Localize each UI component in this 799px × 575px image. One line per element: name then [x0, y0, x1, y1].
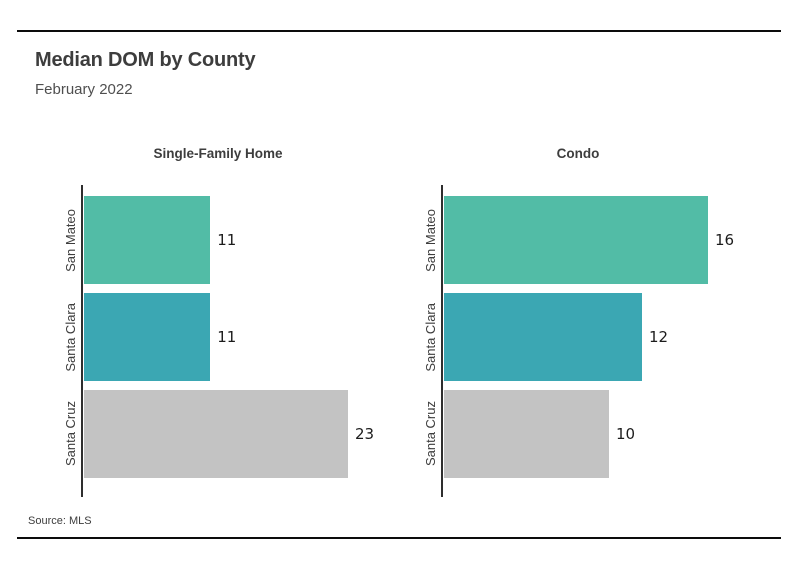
top-divider: [17, 30, 781, 32]
category-label-wrap: Santa Clara: [63, 293, 78, 381]
category-label-wrap: Santa Cruz: [423, 390, 438, 478]
value-label: 16: [715, 231, 735, 249]
chart-panel-condo: Condo San Mateo 16 Santa Clara 12 Santa Cruz 1…: [388, 146, 768, 497]
category-label: Santa Cruz: [423, 401, 438, 467]
chart-panel-single-family: Single-Family Home San Mateo 11 Santa Clara…: [28, 146, 408, 497]
category-label-wrap: San Mateo: [63, 196, 78, 284]
page-subtitle: February 2022: [35, 81, 133, 98]
bar-row: Santa Clara 12: [423, 293, 764, 381]
chart-title: Single-Family Home: [153, 146, 283, 161]
value-label: 23: [355, 425, 375, 443]
category-label: Santa Clara: [423, 302, 438, 372]
page-title: Median DOM by County: [35, 49, 256, 71]
bar: [84, 390, 348, 478]
bar: [84, 196, 211, 284]
plot-area: San Mateo 16 Santa Clara 12 Santa Cruz 10: [423, 185, 764, 497]
value-label: 12: [649, 328, 669, 346]
bar: [444, 196, 708, 284]
bar-row: San Mateo 11: [63, 196, 404, 284]
bar: [84, 293, 211, 381]
bottom-divider: [17, 537, 781, 539]
bar: [444, 293, 642, 381]
category-label: Santa Cruz: [63, 401, 78, 467]
category-label: San Mateo: [423, 208, 438, 272]
chart-title: Condo: [556, 146, 600, 161]
bar-row: Santa Cruz 23: [63, 390, 404, 478]
category-label: San Mateo: [63, 208, 78, 272]
bar-row: San Mateo 16: [423, 196, 764, 284]
bar-row: Santa Clara 11: [63, 293, 404, 381]
category-label-wrap: San Mateo: [423, 196, 438, 284]
value-label: 10: [616, 425, 636, 443]
value-label: 11: [217, 328, 237, 346]
plot-area: San Mateo 11 Santa Clara 11 Santa Cruz 23: [63, 185, 404, 497]
bar: [444, 390, 609, 478]
source-note: Source: MLS: [28, 515, 92, 527]
bar-row: Santa Cruz 10: [423, 390, 764, 478]
category-label-wrap: Santa Cruz: [63, 390, 78, 478]
category-label-wrap: Santa Clara: [423, 293, 438, 381]
value-label: 11: [217, 231, 237, 249]
category-label: Santa Clara: [63, 302, 78, 372]
